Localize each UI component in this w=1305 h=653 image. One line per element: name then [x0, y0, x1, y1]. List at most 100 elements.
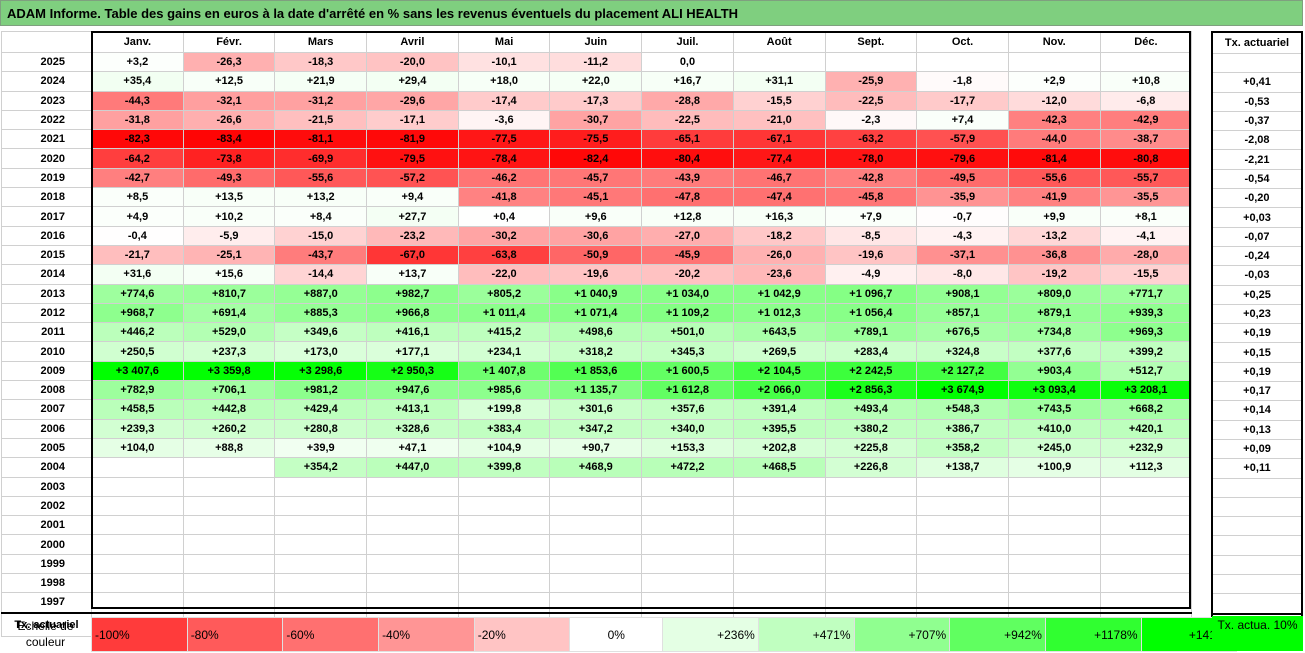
month-header: Mars: [274, 31, 368, 53]
gain-cell: +981,2: [274, 380, 368, 401]
gain-cell: +345,3: [641, 341, 734, 362]
gain-cell: +260,2: [182, 418, 276, 439]
gain-cell: [641, 495, 734, 517]
gain-cell: +3 208,1: [1099, 380, 1193, 401]
gain-cell: -80,8: [1099, 148, 1193, 169]
gain-cell: [1007, 592, 1101, 614]
gain-cell: [182, 457, 276, 478]
gain-cell: [366, 476, 459, 497]
gain-cell: +88,8: [182, 437, 276, 459]
gain-cell: -2,3: [824, 109, 918, 131]
gain-cell: [732, 573, 826, 594]
gain-cell: [91, 457, 184, 478]
gain-cell: -75,5: [549, 129, 643, 150]
gain-cell: +29,4: [366, 71, 459, 92]
gain-cell: +966,8: [366, 302, 459, 324]
gain-cell: +349,6: [274, 322, 368, 343]
table-row: 2008 +782,9 +706,1 +981,2 +947,6 +985,6 +1 135…: [1, 380, 1193, 401]
gain-cell: [274, 534, 368, 555]
year-tx-actuariel: -0,53: [1211, 91, 1303, 112]
month-header: Août: [732, 31, 826, 53]
gain-cell: +3 093,4: [1007, 380, 1101, 401]
gain-cell: [274, 573, 368, 594]
month-header: Déc.: [1099, 31, 1193, 53]
table-row: 2021 -82,3 -83,4 -81,1 -81,9 -77,5 -75,5 -65,1-…: [1, 129, 1193, 150]
gain-cell: -4,1: [1099, 225, 1193, 246]
table-row: 2019 -42,7 -49,3 -55,6 -57,2 -46,2 -45,7 -43,9-…: [1, 167, 1193, 189]
gain-cell: [182, 553, 276, 575]
gain-cell: -42,8: [824, 167, 918, 189]
gain-cell: -57,9: [916, 129, 1009, 150]
year-tx-actuariel: +0,09: [1211, 438, 1303, 460]
gain-cell: [824, 515, 918, 536]
year-tx-actuariel: +0,11: [1211, 458, 1303, 479]
gain-cell: +7,9: [824, 206, 918, 227]
gain-cell: -67,0: [366, 244, 459, 266]
year-label: 2004: [1, 457, 92, 478]
gain-cell: -12,0: [1007, 90, 1101, 111]
table-row: 2017 +4,9 +10,2 +8,4 +27,7 +0,4 +9,6 +12,8 +16,3…: [1, 206, 1193, 227]
gain-cell: +458,5: [91, 399, 184, 420]
gain-cell: +420,1: [1099, 418, 1193, 439]
month-header: Juin: [549, 31, 643, 53]
gain-cell: +2 127,2: [916, 360, 1009, 382]
gain-cell: +3 298,6: [274, 360, 368, 382]
table-row: 2004 +354,2 +447,0 +399,8 +468,9 +472,2 +468,5…: [1, 457, 1193, 478]
gain-cell: -19,2: [1007, 264, 1101, 285]
year-tx-actuariel: -0,24: [1211, 245, 1303, 267]
gain-cell: -81,4: [1007, 148, 1101, 169]
gain-cell: +1 011,4: [457, 302, 551, 324]
gain-cell: +4,9: [91, 206, 184, 227]
gain-cell: +12,5: [182, 71, 276, 92]
year-tx-actuariel: [1211, 496, 1303, 518]
color-scale-label: Echelle de couleur: [17, 619, 74, 649]
corner-cell: [1, 31, 92, 53]
gain-cell: [916, 573, 1009, 594]
gain-cell: +885,3: [274, 302, 368, 324]
gain-cell: -30,6: [549, 225, 643, 246]
gain-cell: [457, 592, 551, 614]
gain-cell: +512,7: [1099, 360, 1193, 382]
year-tx-actuariel: -0,03: [1211, 265, 1303, 286]
gain-cell: +13,2: [274, 187, 368, 208]
gain-cell: +8,5: [91, 187, 184, 208]
table-row: 2022 -31,8 -26,6 -21,5 -17,1 -3,6 -30,7 -22,5 -2…: [1, 109, 1193, 131]
gain-cell: [91, 515, 184, 536]
gain-cell: -27,0: [641, 225, 734, 246]
gain-cell: +47,1: [366, 437, 459, 459]
gain-cell: [1007, 476, 1101, 497]
gain-cell: +548,3: [916, 399, 1009, 420]
gain-cell: +985,6: [457, 380, 551, 401]
gain-cell: [549, 476, 643, 497]
year-label: 2000: [1, 534, 92, 555]
gain-cell: +8,1: [1099, 206, 1193, 227]
gain-cell: +10,8: [1099, 71, 1193, 92]
gain-cell: -4,9: [824, 264, 918, 285]
year-tx-actuariel: -0,20: [1211, 188, 1303, 209]
year-tx-actuariel: -2,08: [1211, 130, 1303, 151]
gain-cell: +734,8: [1007, 322, 1101, 343]
gain-cell: +676,5: [916, 322, 1009, 343]
gain-cell: [732, 592, 826, 614]
gain-cell: +1 600,5: [641, 360, 734, 382]
gain-cell: +2 066,0: [732, 380, 826, 401]
gain-cell: +377,6: [1007, 341, 1101, 362]
gain-cell: -25,1: [182, 244, 276, 266]
gain-cell: [824, 476, 918, 497]
gain-cell: +887,0: [274, 283, 368, 304]
gain-cell: +391,4: [732, 399, 826, 420]
gain-cell: -0,7: [916, 206, 1009, 227]
gain-cell: +1 109,2: [641, 302, 734, 324]
gain-cell: [182, 515, 276, 536]
gain-cell: +104,0: [91, 437, 184, 459]
gain-cell: +399,8: [457, 457, 551, 478]
gain-cell: +12,8: [641, 206, 734, 227]
month-header: Nov.: [1007, 31, 1101, 53]
gain-cell: +706,1: [182, 380, 276, 401]
gain-cell: [1007, 534, 1101, 555]
gain-cell: +468,9: [549, 457, 643, 478]
gain-cell: +857,1: [916, 302, 1009, 324]
gain-cell: [916, 592, 1009, 614]
gain-cell: -65,1: [641, 129, 734, 150]
gain-cell: +199,8: [457, 399, 551, 420]
